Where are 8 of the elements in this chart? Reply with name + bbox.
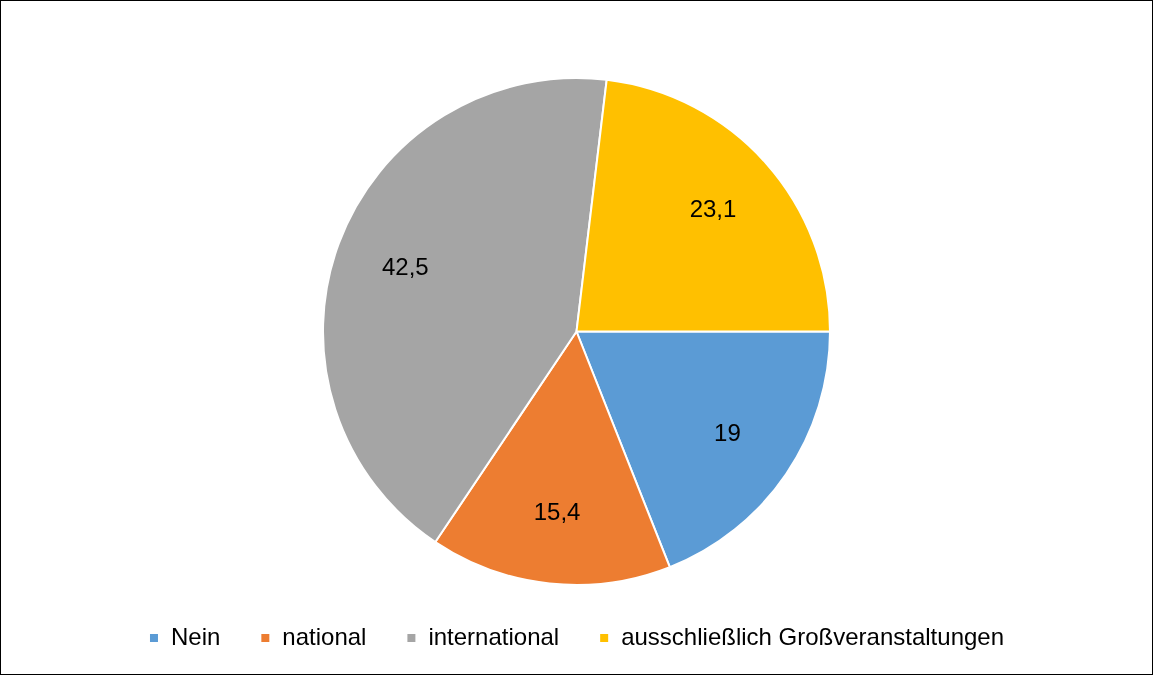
data-label: 23,1 xyxy=(689,194,737,222)
legend-label: international xyxy=(428,622,560,650)
legend-label: Nein xyxy=(170,622,221,650)
data-label: 42,5 xyxy=(382,252,429,280)
data-label: 19 xyxy=(714,418,741,446)
legend-label: national xyxy=(282,622,367,650)
legend-label: ausschließlich Großveranstaltungen xyxy=(621,622,1005,650)
data-label: 15,4 xyxy=(533,497,581,525)
